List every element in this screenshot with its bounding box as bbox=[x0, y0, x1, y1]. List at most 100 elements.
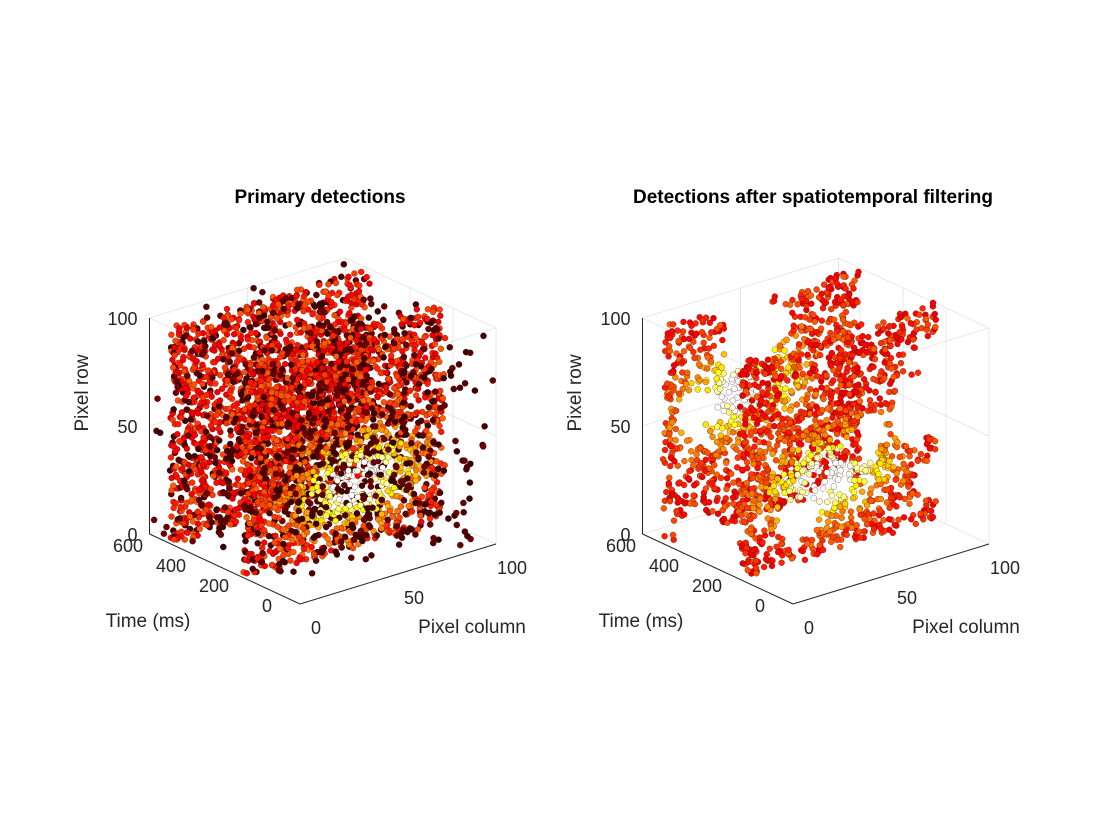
scatter-point bbox=[249, 370, 257, 377]
scatter-point bbox=[290, 548, 297, 556]
scatter-point bbox=[461, 379, 469, 387]
scatter-point bbox=[801, 379, 809, 386]
scatter-point bbox=[405, 502, 412, 510]
scatter-point bbox=[281, 360, 289, 368]
scatter-point bbox=[709, 508, 716, 515]
scatter-point bbox=[431, 511, 439, 519]
scatter-point bbox=[790, 322, 797, 329]
scatter-point bbox=[300, 525, 307, 532]
scatter-point bbox=[855, 268, 862, 276]
scatter-point bbox=[212, 459, 219, 467]
scatter-point bbox=[170, 536, 178, 543]
scatter-point bbox=[252, 320, 260, 328]
scatter-point bbox=[664, 380, 671, 387]
scatter-point bbox=[263, 334, 271, 342]
scatter-point bbox=[407, 402, 415, 410]
scatter-point bbox=[683, 369, 691, 376]
scatter-point bbox=[850, 344, 858, 352]
scatter-point bbox=[670, 517, 678, 524]
scatter-point bbox=[399, 336, 406, 343]
scatter-point bbox=[270, 406, 278, 414]
scatter-point bbox=[705, 345, 713, 352]
scatter-point bbox=[329, 456, 336, 464]
scatter-point bbox=[672, 407, 680, 415]
scatter-point bbox=[273, 315, 281, 322]
scatter-point bbox=[246, 403, 254, 411]
scatter-point bbox=[385, 375, 392, 383]
scatter-point bbox=[215, 425, 222, 432]
scatter-point bbox=[669, 531, 677, 539]
scatter-point bbox=[206, 433, 214, 441]
scatter-point bbox=[379, 316, 387, 324]
scatter-point bbox=[376, 322, 384, 329]
scatter-point bbox=[332, 530, 339, 538]
scatter-point bbox=[380, 303, 388, 310]
scatter-point bbox=[204, 367, 212, 374]
scatter-point bbox=[661, 446, 669, 454]
scatter-point bbox=[211, 453, 219, 461]
scatter-point bbox=[271, 326, 279, 334]
scatter-point bbox=[365, 521, 373, 529]
scatter-point bbox=[203, 412, 211, 420]
scatter-point bbox=[289, 409, 296, 417]
scatter-point bbox=[250, 354, 258, 361]
scatter-point bbox=[316, 509, 324, 517]
scatter-point bbox=[222, 455, 230, 463]
scatter-point bbox=[365, 511, 373, 518]
scatter-point bbox=[367, 483, 375, 490]
scatter-point bbox=[319, 482, 327, 490]
scatter-point bbox=[460, 499, 467, 507]
scatter-point bbox=[807, 325, 814, 333]
scatter-point bbox=[390, 339, 398, 347]
scatter-point bbox=[706, 427, 714, 435]
scatter-point bbox=[188, 496, 195, 504]
scatter-point bbox=[322, 288, 329, 295]
scatter-point bbox=[335, 496, 343, 503]
scatter-point bbox=[324, 469, 331, 477]
scatter-point bbox=[342, 505, 349, 512]
scatter-point bbox=[700, 339, 707, 346]
scatter-point bbox=[822, 459, 829, 466]
scatter-point bbox=[675, 396, 683, 403]
scatter-point bbox=[390, 471, 398, 479]
scatter-point bbox=[360, 360, 367, 368]
scatter-point bbox=[665, 479, 673, 487]
scatter-point bbox=[781, 397, 789, 405]
scatter-point bbox=[261, 465, 268, 472]
scatter-point bbox=[268, 389, 275, 396]
scatter-point bbox=[842, 447, 849, 455]
scatter-point bbox=[268, 395, 275, 403]
scatter-point bbox=[670, 362, 678, 369]
scatter-point bbox=[315, 381, 323, 389]
scatter-point bbox=[336, 308, 344, 315]
scatter-point bbox=[345, 541, 353, 549]
scatter-point bbox=[673, 445, 680, 452]
scatter-point bbox=[717, 432, 725, 439]
scatter-point bbox=[397, 439, 405, 447]
scatter-point bbox=[666, 334, 674, 342]
scatter-point bbox=[729, 429, 737, 436]
scatter-point bbox=[194, 410, 202, 417]
scatter-point bbox=[191, 452, 199, 460]
scatter-point bbox=[327, 298, 335, 306]
scatter-point bbox=[278, 366, 286, 373]
scatter-point bbox=[280, 526, 287, 533]
scatter-point bbox=[216, 371, 224, 379]
scatter-point bbox=[305, 410, 313, 417]
scatter-point bbox=[367, 300, 375, 308]
scatter-point bbox=[368, 552, 375, 559]
scatter-point bbox=[676, 479, 683, 486]
scatter-point bbox=[716, 322, 724, 329]
scatter-point bbox=[272, 470, 280, 478]
scatter-point bbox=[213, 446, 221, 454]
scatter-point bbox=[700, 493, 707, 501]
scatter-point bbox=[357, 527, 365, 535]
scatter-point bbox=[682, 380, 690, 388]
scatter-point bbox=[336, 339, 343, 346]
scatter-point bbox=[400, 526, 407, 534]
scatter-point bbox=[323, 330, 331, 338]
scatter-point bbox=[269, 360, 277, 368]
scatter-point bbox=[396, 514, 403, 521]
scatter-point bbox=[249, 449, 256, 456]
scatter-point bbox=[296, 383, 304, 391]
